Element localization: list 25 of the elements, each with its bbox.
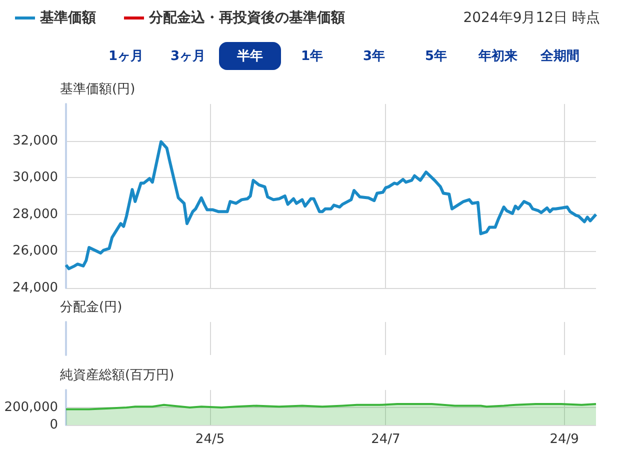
text: 年初来: [477, 48, 518, 66]
text: 1年: [300, 48, 324, 66]
legend-label: 分配金込・再投資後の基準価額: [148, 9, 345, 26]
text: 全期間: [540, 48, 580, 66]
y-tick-label: 26,000: [12, 244, 58, 259]
x-tick-label: 24/7: [371, 432, 400, 447]
text: 3年: [362, 48, 386, 66]
legend-label: 基準価額: [39, 9, 96, 26]
x-tick-label: 24/9: [550, 432, 579, 447]
chart-subtitle: 2024年9月12日 時点: [463, 10, 600, 26]
y-tick-label: 200,000: [4, 400, 58, 415]
text: 分配金(円): [60, 300, 122, 315]
y-tick-label: 32,000: [12, 133, 58, 148]
text: 3ヶ月: [169, 48, 207, 66]
y-tick-label: 28,000: [12, 206, 58, 222]
text: 1ヶ月: [107, 48, 145, 66]
y-axis-title: 純資産総額(百万円): [60, 367, 174, 383]
y-axis-title: 基準価額(円): [60, 82, 136, 97]
text: 5年: [424, 48, 448, 66]
line-series: [64, 140, 598, 270]
y-tick-label: 24,000: [12, 280, 58, 296]
x-tick-label: 24/5: [195, 432, 225, 447]
y-tick-label: 30,000: [12, 170, 58, 186]
y-tick-label: 0: [50, 418, 58, 432]
text: 半年: [219, 42, 281, 70]
